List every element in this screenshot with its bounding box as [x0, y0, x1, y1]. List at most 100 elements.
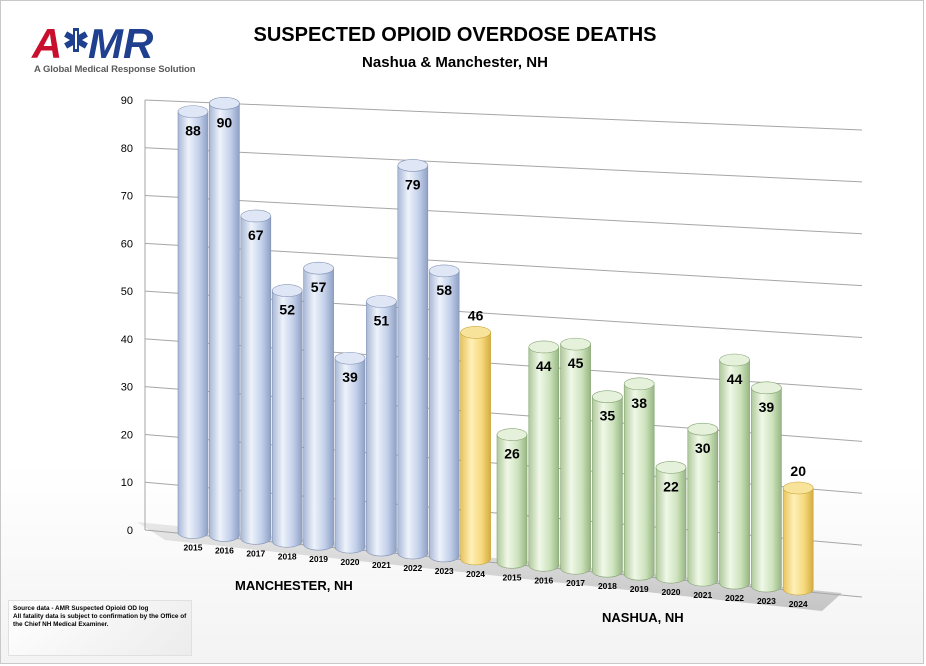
source-line-2: All fatality data is subject to confirma…	[13, 613, 187, 628]
bar-nashua-2019	[623, 383, 655, 581]
x-tick-label: 2022	[725, 593, 744, 603]
data-label: 22	[663, 478, 679, 494]
bar-manchester-2015	[177, 111, 209, 539]
chart-subtitle: Nashua & Manchester, NH	[362, 54, 548, 71]
data-label: 58	[436, 282, 452, 298]
bar-manchester-2022	[397, 165, 429, 560]
data-label: 44	[536, 358, 552, 374]
amr-logo-letter-a: A	[31, 20, 62, 67]
bar-cap	[271, 284, 303, 297]
bar-cap	[782, 481, 814, 495]
data-label: 39	[759, 399, 775, 415]
data-label: 35	[600, 408, 616, 424]
star-of-life-icon	[64, 28, 88, 52]
x-tick-label: 2016	[215, 545, 234, 555]
logo-tagline: A Global Medical Response Solution	[34, 64, 196, 75]
x-tick-label: 2021	[372, 560, 391, 570]
bar-nashua-2022	[719, 359, 750, 590]
x-tick-label: 2019	[309, 554, 328, 564]
bar-cap	[751, 381, 782, 395]
x-tick-label: 2019	[630, 584, 649, 594]
bar-cap	[240, 209, 272, 223]
gridline	[144, 195, 863, 235]
x-tick-label: 2015	[184, 542, 203, 552]
bar-nashua-2015	[496, 434, 528, 569]
x-tick-label: 2024	[466, 569, 485, 579]
bar-cap	[366, 295, 397, 308]
y-tick-label: 70	[121, 191, 133, 203]
bar-cap	[303, 261, 334, 275]
bar-cap	[496, 428, 528, 441]
bar-manchester-2018	[271, 290, 303, 548]
x-tick-label: 2023	[435, 566, 454, 576]
bar-cap	[687, 422, 719, 436]
bar-cap	[592, 390, 623, 404]
bar-cap	[528, 340, 560, 354]
source-line-1: Source data - AMR Suspected Opioid OD lo…	[13, 605, 149, 612]
y-tick-label: 0	[127, 525, 133, 537]
group-label-manchester: MANCHESTER, NH	[235, 578, 353, 593]
bar-nashua-2020	[655, 467, 687, 584]
bar-manchester-2020	[334, 357, 366, 554]
bar-nashua-2023	[751, 387, 782, 593]
amr-logo: A MR	[31, 20, 154, 67]
chart-title: SUSPECTED OPIOID OVERDOSE DEATHS	[253, 24, 657, 46]
data-label: 67	[248, 227, 264, 243]
bar-cap	[719, 353, 750, 367]
data-label: 20	[790, 463, 806, 479]
bar-nashua-2024	[782, 487, 814, 596]
x-tick-label: 2020	[662, 587, 681, 597]
amr-logo-letters-mr: MR	[88, 20, 154, 67]
y-tick-label: 10	[121, 477, 133, 489]
bar-manchester-2016	[209, 103, 240, 542]
x-tick-label: 2018	[598, 581, 617, 591]
bar-cap	[177, 105, 209, 118]
bar-nashua-2016	[528, 346, 560, 572]
bar-nashua-2018	[592, 396, 623, 578]
data-label: 26	[504, 446, 520, 462]
data-label: 39	[342, 369, 358, 385]
bar-nashua-2021	[687, 428, 719, 587]
x-tick-label: 2022	[403, 563, 422, 573]
data-label: 51	[374, 313, 390, 329]
data-label: 38	[631, 395, 647, 411]
y-tick-label: 50	[121, 286, 133, 298]
bar-cap	[209, 97, 240, 110]
y-tick-label: 90	[121, 95, 133, 107]
x-tick-label: 2018	[278, 551, 297, 561]
bar-cap	[655, 461, 687, 474]
data-label: 90	[217, 114, 233, 130]
data-label: 52	[279, 302, 295, 318]
x-tick-label: 2015	[503, 572, 522, 582]
bar-cap	[460, 326, 491, 339]
x-tick-label: 2020	[341, 557, 360, 567]
data-label: 88	[185, 123, 201, 139]
x-tick-label: 2017	[246, 548, 265, 558]
bar-manchester-2024	[460, 332, 491, 566]
bar-manchester-2023	[428, 270, 460, 563]
source-note: Source data - AMR Suspected Opioid OD lo…	[8, 600, 192, 656]
bar-nashua-2017	[560, 343, 591, 575]
y-tick-label: 80	[121, 143, 133, 155]
x-tick-label: 2017	[566, 578, 585, 588]
data-label: 57	[311, 279, 327, 295]
x-tick-label: 2021	[693, 590, 712, 600]
data-label: 45	[568, 355, 584, 371]
x-tick-label: 2016	[534, 575, 553, 585]
data-label: 79	[405, 176, 421, 192]
bar-cap	[334, 351, 366, 365]
bar-manchester-2021	[366, 301, 397, 557]
x-tick-label: 2023	[757, 596, 776, 606]
y-tick-label: 20	[121, 429, 133, 441]
x-tick-label: 2024	[789, 599, 808, 609]
bar-manchester-2017	[240, 215, 272, 545]
gridline	[144, 99, 863, 131]
data-label: 30	[695, 440, 711, 456]
y-tick-label: 60	[121, 238, 133, 250]
group-label-nashua: NASHUA, NH	[602, 610, 684, 625]
data-label: 44	[727, 371, 743, 387]
bar-cap	[397, 159, 429, 172]
y-tick-label: 40	[121, 334, 133, 346]
bar-cap	[428, 264, 460, 278]
